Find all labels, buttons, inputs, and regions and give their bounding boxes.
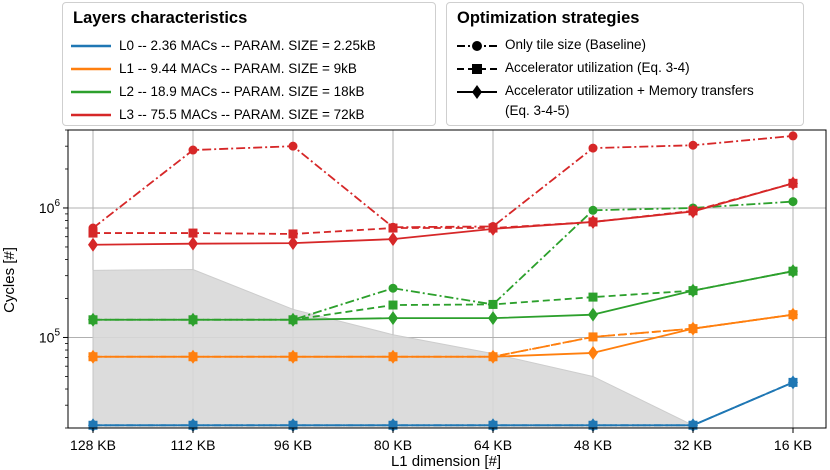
point-l3-accel [388, 223, 398, 233]
point-l3-accel [88, 228, 98, 238]
point-l2-accel [488, 299, 498, 309]
legend-swatch-l2 [71, 90, 111, 94]
point-l0-accel-mem [88, 418, 98, 433]
legend-swatch-accel [457, 64, 497, 74]
series-line-l2-accel-mem [93, 270, 794, 321]
legend-strategies-title: Optimization strategies [457, 9, 640, 27]
point-l1-accel-mem [488, 349, 498, 364]
y-tick-label: 106 [39, 198, 61, 216]
point-l1-accel-mem [688, 321, 698, 336]
x-tick-label: 80 KB [374, 437, 412, 453]
point-l2-accel-mem [88, 312, 98, 327]
x-axis-label: L1 dimension [#] [391, 453, 501, 470]
series-line-l0-accel-mem [93, 381, 794, 427]
point-l3-baseline [688, 140, 698, 150]
legend-entry-l0: L0 -- 2.36 MACs -- PARAM. SIZE = 2.25kB [119, 38, 376, 53]
point-l3-accel [288, 229, 298, 239]
legend-layers: Layers characteristics L0 -- 2.36 MACs -… [62, 2, 436, 126]
point-l1-accel-mem [788, 307, 798, 322]
point-l2-accel-mem [288, 312, 298, 327]
point-l3-accel-mem [188, 236, 198, 251]
point-l2-baseline [388, 283, 398, 293]
point-l2-accel-mem [588, 307, 598, 322]
legend-entry-accel: Accelerator utilization (Eq. 3-4) [505, 60, 690, 75]
point-l3-accel-mem [788, 176, 798, 191]
x-axis: 128 KB 112 KB 96 KB 80 KB 64 KB 48 KB 32 KB 16 … [70, 428, 812, 453]
legend-entry-l2: L2 -- 18.9 MACs -- PARAM. SIZE = 18kB [119, 84, 365, 99]
point-l1-accel-mem [88, 349, 98, 364]
point-l2-accel-mem [688, 283, 698, 298]
series-line-l1-accel-mem [93, 313, 794, 358]
legend-layers-title: Layers characteristics [73, 9, 248, 27]
point-l2-accel-mem [488, 311, 498, 326]
x-tick-label: 128 KB [70, 437, 116, 453]
point-l2-baseline [588, 205, 598, 215]
point-l3-baseline [588, 143, 598, 153]
series-line-l3-accel-mem [92, 182, 794, 246]
point-l0-accel-mem [588, 418, 598, 433]
legend-entry-l1: L1 -- 9.44 MACs -- PARAM. SIZE = 9kB [119, 61, 357, 76]
y-tick-label: 105 [39, 327, 61, 345]
legend-entry-baseline: Only tile size (Baseline) [505, 37, 647, 52]
point-l2-accel-mem [188, 312, 198, 327]
legend-entry-accel-mem: Accelerator utilization + Memory transfe… [505, 83, 754, 98]
point-l1-accel-mem [388, 349, 398, 364]
legend-strategies: Optimization strategies Only tile size (… [446, 2, 804, 126]
point-l3-accel-mem [688, 204, 698, 219]
point-l3-baseline [788, 131, 798, 141]
point-l3-accel-mem [588, 214, 598, 229]
point-l0-accel-mem [288, 418, 298, 433]
point-l1-accel [588, 332, 598, 342]
point-l3-accel-mem [388, 232, 398, 247]
point-l3-accel-mem [488, 221, 498, 236]
x-tick-label: 112 KB [171, 437, 216, 453]
legend-entry-accel-mem-line2: (Eq. 3-4-5) [505, 103, 570, 118]
shaded-region [92, 268, 694, 428]
point-l0-accel-mem [188, 418, 198, 433]
point-l3-accel [188, 228, 198, 238]
x-tick-label: 32 KB [674, 437, 712, 453]
x-tick-label: 16 KB [774, 437, 812, 453]
point-l2-accel [388, 300, 398, 310]
legend-entry-l3: L3 -- 75.5 MACs -- PARAM. SIZE = 72kB [119, 107, 365, 122]
legend-swatch-accel-mem [457, 85, 497, 99]
legend-swatch-l1 [71, 67, 111, 71]
y-axis-label: Cycles [#] [1, 247, 18, 313]
point-l1-accel-mem [588, 345, 598, 360]
series-lines [92, 135, 794, 427]
point-l0-accel-mem [488, 418, 498, 433]
x-tick-label: 96 KB [274, 437, 312, 453]
point-l2-accel-mem [388, 311, 398, 326]
legend-swatch-l0 [71, 44, 111, 48]
legend-swatch-baseline [457, 41, 497, 51]
point-l1-accel-mem [188, 349, 198, 364]
point-l3-baseline [288, 141, 298, 151]
point-l3-accel-mem [288, 236, 298, 251]
point-l0-accel-mem [388, 418, 398, 433]
point-l0-accel-mem [788, 375, 798, 390]
y-axis: 105 106 [39, 129, 68, 429]
point-l0-accel-mem [688, 418, 698, 433]
point-l3-accel-mem [88, 237, 98, 252]
point-l1-accel-mem [288, 349, 298, 364]
point-l3-baseline [188, 145, 198, 155]
point-l2-baseline [788, 197, 798, 207]
point-l2-accel-mem [788, 264, 798, 279]
series-line-l3-baseline [92, 135, 794, 229]
x-tick-label: 48 KB [574, 437, 612, 453]
point-l2-accel [588, 292, 598, 302]
series-markers [88, 131, 798, 433]
x-tick-label: 64 KB [474, 437, 512, 453]
legend-swatch-l3 [71, 113, 111, 117]
shaded-region-layer [92, 268, 694, 428]
plot-frame [67, 129, 827, 429]
